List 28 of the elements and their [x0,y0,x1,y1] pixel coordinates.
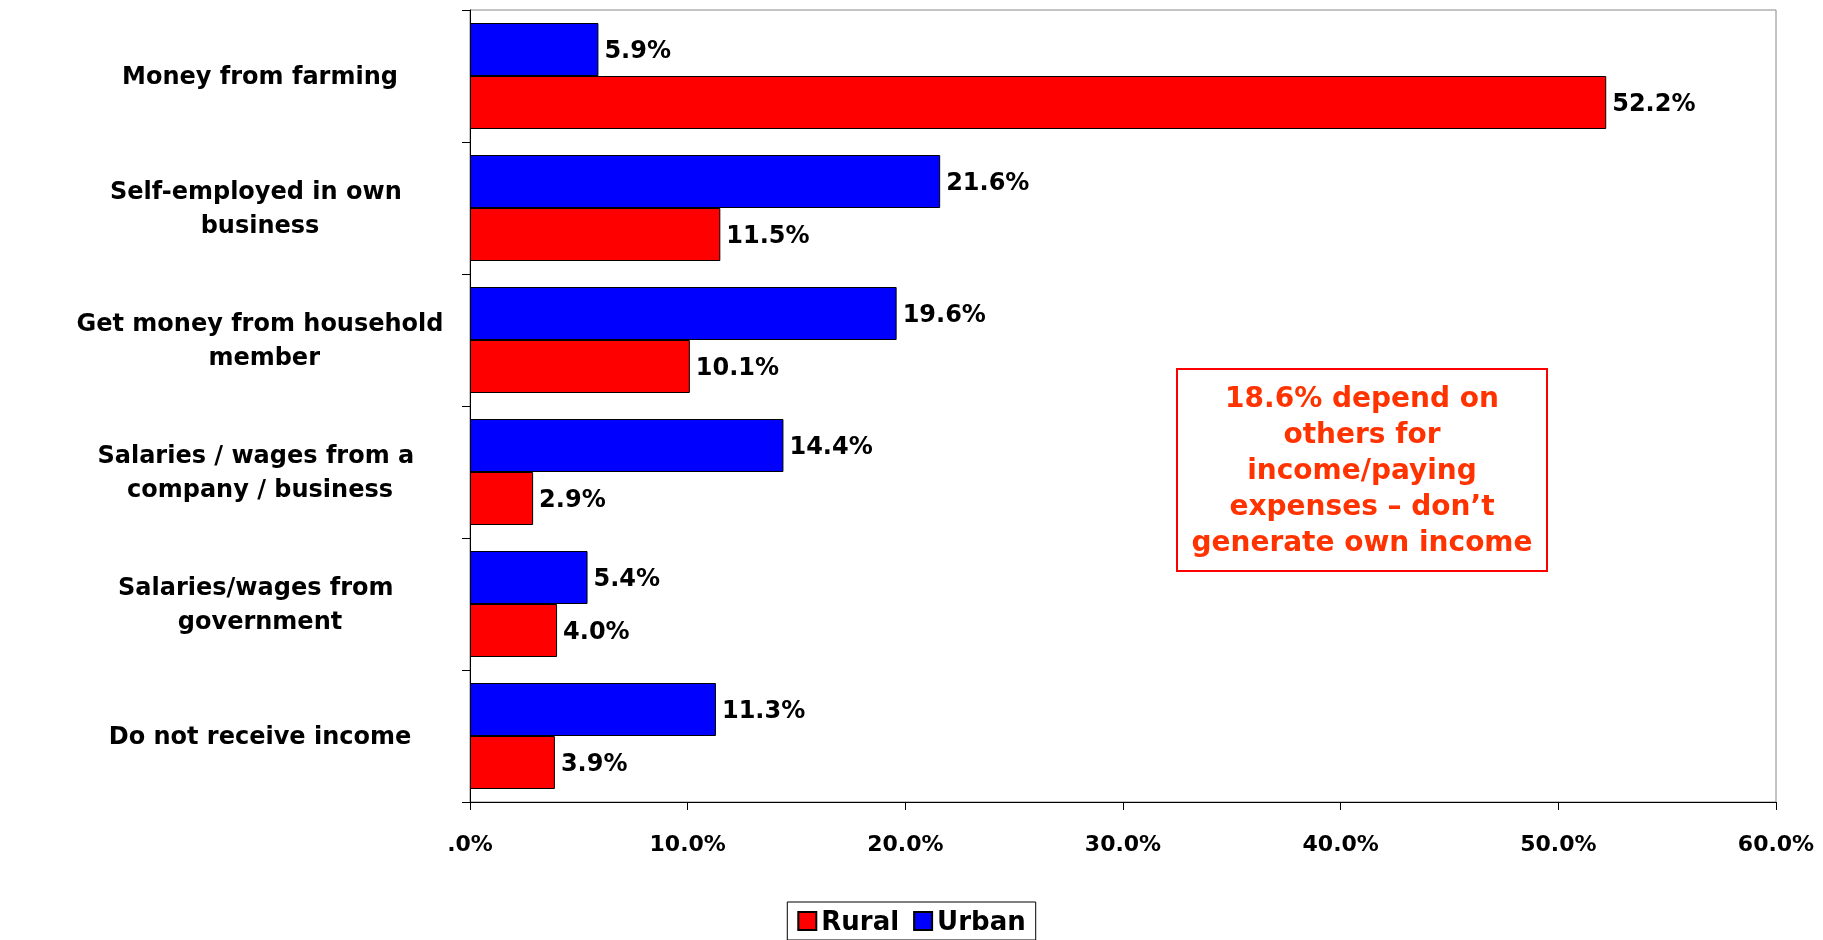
legend-label: Rural [821,906,900,936]
data-label: 19.6% [902,299,986,328]
annotation: 18.6% depend on others for income/paying expenses – don’t generate own income [1176,368,1548,572]
y-tick-label: Salaries / wages from a company / business [97,441,423,503]
y-tick-label: Money from farming [122,62,398,90]
data-label: 10.1% [695,352,780,381]
x-tick-label: 30.0% [1084,830,1162,856]
data-label: 5.9% [604,35,671,64]
x-tick-label: 40.0% [1302,830,1379,856]
y-tick-label: Self-employed in own business [109,177,411,239]
x-tick-label: .0% [447,830,493,856]
data-label: 3.9% [560,748,628,777]
data-label: 4.0% [563,616,630,645]
data-label: 11.3% [721,695,806,724]
legend-label: Urban [937,906,1026,936]
x-tick-label: 60.0% [1737,830,1815,856]
x-tick-label: 50.0% [1520,830,1597,856]
y-tick-label: Get money from household member [76,309,444,371]
x-tick-label: 10.0% [649,830,726,856]
data-label: 52.2% [1612,88,1696,117]
data-label: 14.4% [789,431,873,460]
y-tick-label: Do not receive income [108,722,412,750]
data-label: 2.9% [539,484,606,513]
data-label: 11.5% [726,220,810,249]
x-tick-label: 20.0% [867,830,944,856]
data-label: 5.4% [593,563,661,592]
y-tick-label: Salaries/wages from government [118,573,402,635]
data-label: 21.6% [946,167,1030,196]
